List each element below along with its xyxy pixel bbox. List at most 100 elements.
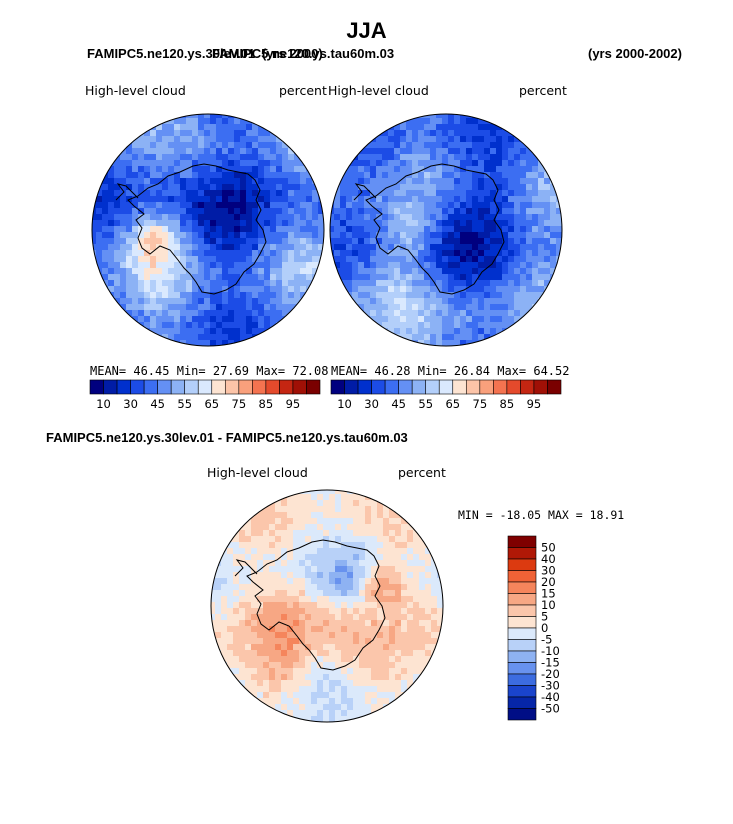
map-cell bbox=[496, 202, 503, 209]
map-cell bbox=[365, 614, 372, 621]
map-cell bbox=[126, 298, 133, 305]
map-cell bbox=[496, 154, 503, 161]
map-cell bbox=[221, 662, 228, 669]
map-cell bbox=[275, 686, 282, 693]
map-cell bbox=[198, 238, 205, 245]
map-cell bbox=[425, 632, 432, 639]
map-cell bbox=[490, 226, 497, 233]
map-cell bbox=[389, 650, 396, 657]
map-cell bbox=[538, 202, 545, 209]
map-cell bbox=[180, 256, 187, 263]
map-cell bbox=[466, 286, 473, 293]
map-cell bbox=[431, 620, 438, 627]
map-cell bbox=[306, 256, 313, 263]
map-cell bbox=[245, 662, 252, 669]
map-cell bbox=[174, 238, 181, 245]
map-cell bbox=[132, 190, 139, 197]
map-cell bbox=[276, 298, 283, 305]
map-cell bbox=[294, 268, 301, 275]
map-cell bbox=[454, 250, 461, 257]
map-cell bbox=[215, 632, 222, 639]
map-cell bbox=[144, 184, 151, 191]
map-cell bbox=[186, 154, 193, 161]
map-cell bbox=[281, 584, 288, 591]
map-cell bbox=[359, 638, 366, 645]
map-cell bbox=[270, 286, 277, 293]
map-cell bbox=[252, 142, 259, 149]
map-cell bbox=[108, 178, 115, 185]
map-cell bbox=[406, 136, 413, 143]
map-cell bbox=[490, 202, 497, 209]
map-cell bbox=[264, 220, 271, 227]
map-cell bbox=[251, 506, 258, 513]
map-cell bbox=[270, 184, 277, 191]
map-cell bbox=[406, 196, 413, 203]
map-cell bbox=[371, 632, 378, 639]
map-cell bbox=[346, 286, 353, 293]
map-cell bbox=[514, 220, 521, 227]
map-cell bbox=[311, 686, 318, 693]
map-cell bbox=[371, 602, 378, 609]
map-cell bbox=[376, 310, 383, 317]
map-cell bbox=[400, 310, 407, 317]
map-cell bbox=[312, 238, 319, 245]
map-cell bbox=[282, 238, 289, 245]
map-cell bbox=[418, 130, 425, 137]
map-cell bbox=[156, 202, 163, 209]
map-cell bbox=[276, 256, 283, 263]
map-cell bbox=[192, 292, 199, 299]
map-cell bbox=[323, 500, 330, 507]
map-cell bbox=[347, 722, 354, 729]
map-cell bbox=[401, 614, 408, 621]
map-cell bbox=[407, 644, 414, 651]
map-cell bbox=[502, 196, 509, 203]
map-cell bbox=[287, 704, 294, 711]
map-cell bbox=[288, 136, 295, 143]
map-cell bbox=[311, 662, 318, 669]
map-cell bbox=[496, 310, 503, 317]
map-cell bbox=[472, 334, 479, 341]
map-cell bbox=[257, 500, 264, 507]
map-cell bbox=[478, 178, 485, 185]
map-cell bbox=[269, 614, 276, 621]
map-cell bbox=[478, 244, 485, 251]
map-cell bbox=[358, 178, 365, 185]
map-cell bbox=[227, 626, 234, 633]
map-cell bbox=[413, 602, 420, 609]
map-cell bbox=[383, 620, 390, 627]
map-cell bbox=[300, 208, 307, 215]
map-cell bbox=[478, 154, 485, 161]
map-cell bbox=[413, 536, 420, 543]
map-cell bbox=[419, 578, 426, 585]
map-cell bbox=[394, 124, 401, 131]
map-cell bbox=[401, 608, 408, 615]
map-cell bbox=[138, 250, 145, 257]
map-cell bbox=[454, 298, 461, 305]
map-cell bbox=[556, 250, 562, 257]
map-cell bbox=[144, 316, 151, 323]
map-cell bbox=[562, 238, 569, 245]
map-cell bbox=[436, 166, 443, 173]
map-cell bbox=[418, 160, 425, 167]
map-cell bbox=[144, 208, 151, 215]
map-cell bbox=[305, 560, 312, 567]
map-cell bbox=[388, 268, 395, 275]
map-cell bbox=[198, 322, 205, 329]
map-cell bbox=[144, 214, 151, 221]
map-cell bbox=[162, 160, 169, 167]
map-cell bbox=[246, 280, 253, 287]
map-cell bbox=[382, 274, 389, 281]
map-cell bbox=[108, 226, 115, 233]
map-cell bbox=[395, 692, 402, 699]
map-cell bbox=[389, 692, 396, 699]
map-cell bbox=[318, 238, 324, 245]
map-cell bbox=[311, 536, 318, 543]
map-cell bbox=[460, 340, 467, 346]
map-cell bbox=[168, 148, 175, 155]
map-cell bbox=[192, 172, 199, 179]
diff-colorbar-swatch bbox=[507, 696, 537, 709]
map-cell bbox=[210, 328, 217, 335]
map-cell bbox=[222, 328, 229, 335]
map-cell bbox=[329, 560, 336, 567]
map-cell bbox=[388, 256, 395, 263]
